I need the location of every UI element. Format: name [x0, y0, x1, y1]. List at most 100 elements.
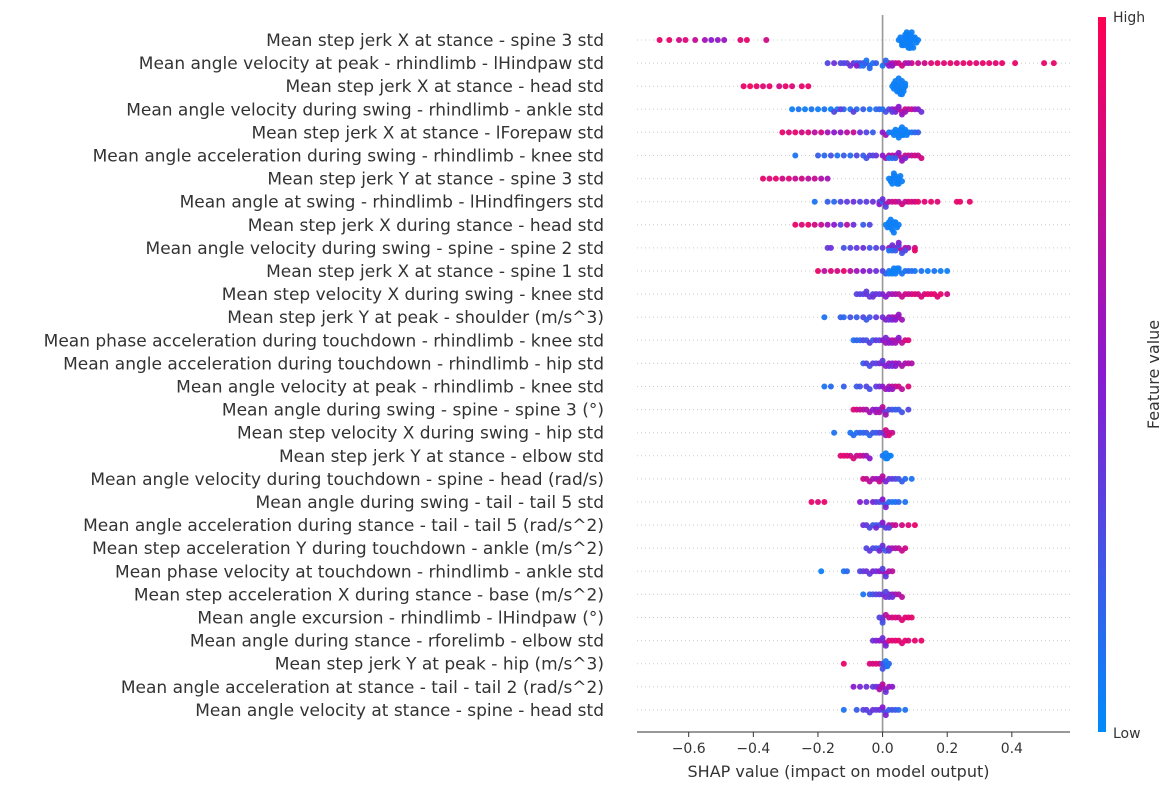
shap-point	[766, 83, 773, 90]
shap-point	[879, 704, 886, 711]
shap-point	[857, 129, 863, 136]
shap-point	[866, 106, 873, 113]
shap-point	[840, 268, 847, 274]
shap-point	[866, 386, 873, 393]
shap-point	[882, 57, 889, 64]
shap-point	[805, 175, 812, 182]
shap-point	[792, 175, 799, 182]
shap-point	[844, 221, 850, 228]
shap-point	[902, 126, 909, 133]
shap-point	[886, 270, 892, 277]
shap-point	[902, 706, 909, 713]
shap-point	[792, 221, 799, 228]
shap-point	[882, 642, 889, 649]
shap-point	[857, 198, 863, 205]
shap-point	[840, 152, 847, 159]
shap-point	[911, 247, 918, 254]
shap-point	[889, 108, 896, 115]
shap-point	[876, 686, 883, 693]
shap-point	[656, 37, 663, 43]
feature-label: Mean angle velocity during swing - rhind…	[126, 100, 604, 120]
shap-point	[889, 62, 896, 69]
shap-point	[776, 83, 783, 90]
feature-label: Mean angle at swing - rhindlimb - lHindf…	[180, 193, 604, 213]
shap-point	[1050, 60, 1057, 67]
shap-point	[879, 404, 886, 410]
shap-point	[890, 80, 897, 87]
shap-point	[701, 37, 708, 43]
shap-point	[869, 152, 876, 159]
shap-point	[837, 129, 844, 136]
shap-point	[892, 339, 899, 346]
shap-point	[831, 429, 838, 436]
shap-point	[772, 175, 779, 182]
colorbar: High Low Feature value	[1098, 10, 1163, 742]
shap-point	[821, 106, 828, 113]
shap-point	[847, 314, 854, 321]
x-tick-label: 0.0	[871, 741, 893, 757]
shap-point	[915, 60, 922, 67]
shap-point	[882, 203, 889, 210]
shap-point	[911, 637, 918, 644]
shap-point	[815, 152, 821, 159]
shap-point	[857, 499, 863, 505]
feature-label: Mean step jerk Y at peak - shoulder (m/s…	[227, 308, 604, 328]
shap-point	[740, 83, 747, 90]
shap-point	[795, 106, 802, 113]
shap-point	[827, 383, 834, 390]
feature-label: Mean angle during stance - rforelimb - e…	[190, 632, 604, 652]
feature-label: Mean phase velocity at touchdown - rhind…	[115, 562, 604, 582]
shap-point	[892, 155, 899, 162]
shap-point	[879, 496, 886, 503]
shap-point	[1041, 60, 1048, 67]
shap-point	[908, 475, 915, 482]
shap-point	[827, 268, 834, 274]
shap-point	[882, 658, 889, 665]
shap-point	[908, 360, 915, 367]
shap-point	[860, 244, 867, 251]
shap-point	[915, 198, 922, 205]
shap-point	[882, 689, 889, 695]
shap-point	[785, 129, 792, 136]
feature-label: Mean angle acceleration at stance - tail…	[121, 678, 604, 698]
shap-point	[894, 224, 901, 231]
shap-point	[853, 62, 860, 69]
shap-point	[895, 239, 902, 246]
shap-point	[873, 60, 880, 67]
shap-point	[884, 455, 891, 462]
shap-point	[899, 386, 905, 393]
shap-point	[879, 62, 886, 69]
shap-point	[889, 568, 896, 575]
shap-point	[824, 175, 831, 182]
shap-point	[821, 268, 828, 274]
shap-point	[666, 37, 673, 43]
shap-point	[818, 568, 825, 575]
shap-point	[853, 152, 860, 159]
shap-point	[882, 427, 889, 434]
shap-point	[863, 57, 870, 64]
shap-point	[860, 221, 867, 228]
shap-point	[840, 314, 847, 321]
shap-point	[850, 221, 857, 228]
shap-point	[903, 29, 910, 36]
shap-point	[844, 198, 850, 205]
shap-point	[721, 37, 728, 43]
shap-point	[808, 499, 815, 505]
shap-point	[918, 637, 925, 644]
shap-point	[905, 637, 912, 644]
feature-label: Mean step jerk X during stance - head st…	[248, 216, 604, 236]
shap-point	[902, 247, 909, 254]
shap-point	[831, 60, 838, 67]
shap-point	[913, 39, 920, 46]
shap-point	[944, 268, 951, 274]
shap-point	[892, 363, 899, 369]
shap-point	[902, 80, 909, 87]
colorbar-high-label: High	[1113, 10, 1145, 26]
shap-point	[792, 129, 799, 136]
shap-point	[692, 37, 699, 43]
shap-point	[918, 155, 925, 162]
shap-point	[834, 152, 841, 159]
shap-point	[847, 62, 854, 69]
shap-point	[973, 60, 980, 67]
shap-point	[957, 198, 964, 205]
